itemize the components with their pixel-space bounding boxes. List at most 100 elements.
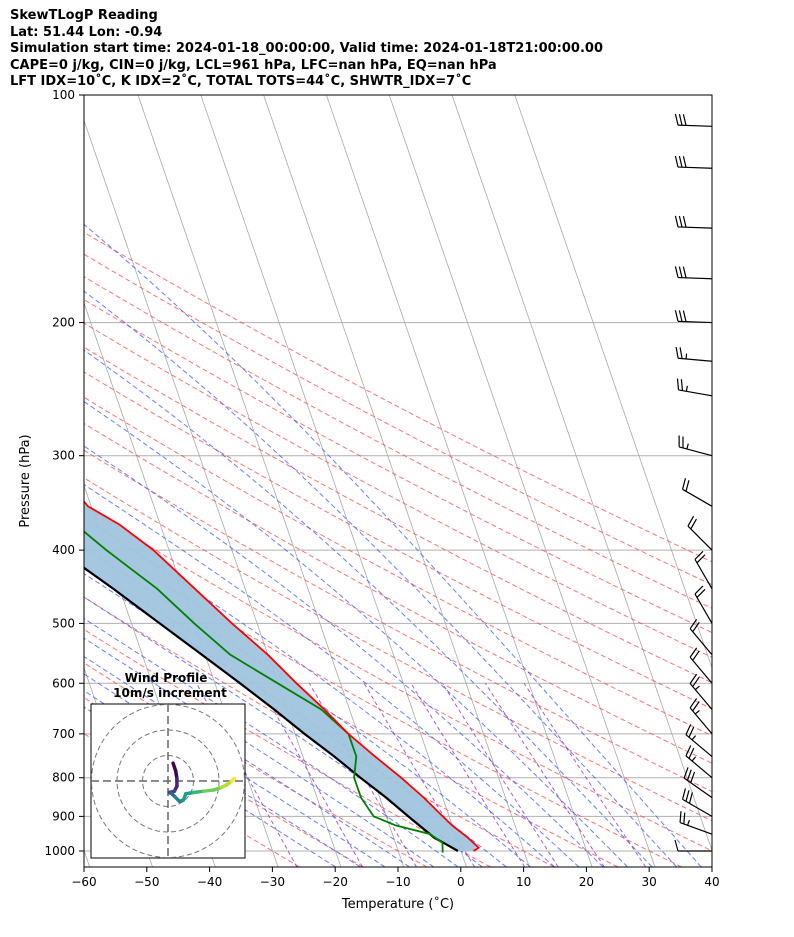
time-line: Simulation start time: 2024-01-18_00:00:… <box>10 41 603 56</box>
barb-feather <box>690 518 697 530</box>
wind-barb-550 <box>689 618 713 656</box>
barb-feather <box>685 745 692 757</box>
dry-adiabat-50 <box>84 477 712 822</box>
isotherm-30 <box>388 95 656 867</box>
x-tick-label-10: 10 <box>516 875 531 889</box>
barb-half-feather <box>686 443 689 450</box>
cin-shaded-area <box>84 501 479 851</box>
y-tick-label-600: 600 <box>52 676 75 690</box>
barb-half-feather <box>687 819 691 826</box>
barb-staff <box>689 656 713 684</box>
barb-feather <box>688 726 695 738</box>
barb-feather <box>675 346 679 359</box>
y-tick-label-900: 900 <box>52 809 75 823</box>
moist-adiabat-36 <box>84 223 702 867</box>
hodograph-inset: Wind Profile 10m/s increment <box>90 671 246 859</box>
barb-feather <box>685 724 692 735</box>
barb-feather <box>687 515 695 527</box>
moist-adiabat-16 <box>84 483 580 867</box>
barb-feather <box>681 788 687 800</box>
moist-adiabat--20 <box>84 690 361 867</box>
barb-feather <box>678 114 683 126</box>
temperature-line <box>84 500 481 852</box>
moist-adiabat--24 <box>84 706 336 867</box>
barb-feather <box>678 310 683 322</box>
barb-feather <box>680 379 684 391</box>
x-tick-label--30: −30 <box>260 875 285 889</box>
barb-feather <box>694 585 704 595</box>
moist-adiabat-32 <box>84 290 678 867</box>
barb-staff <box>694 593 713 624</box>
dry-adiabat-120 <box>84 299 712 634</box>
dry-adiabat-150 <box>84 231 712 563</box>
moist-adiabat-4 <box>84 573 507 867</box>
barb-feather <box>692 650 700 661</box>
cape-fill-layer <box>84 501 479 851</box>
wind-barb-125 <box>674 155 713 169</box>
y-axis-label: Pressure (hPa) <box>18 434 33 527</box>
wind-barb-950 <box>679 811 713 835</box>
moist-adiabat--8 <box>84 637 435 867</box>
barb-half-feather <box>694 685 700 691</box>
wind-barb-175 <box>674 266 713 280</box>
barb-staff <box>683 777 713 799</box>
barb-staff <box>679 821 713 835</box>
dry-adiabat-70 <box>84 422 712 764</box>
barb-staff <box>678 357 713 362</box>
mixing-ratio-10 <box>441 683 559 867</box>
barb-feather <box>689 673 698 684</box>
isotherm-0 <box>200 95 467 867</box>
x-tick-label--40: −40 <box>197 875 222 889</box>
dry-adiabat-40 <box>84 505 712 852</box>
moist-adiabat--4 <box>84 617 459 867</box>
parcel-path-line <box>84 566 459 852</box>
barb-feather <box>679 811 682 823</box>
moist-adiabat--12 <box>84 655 410 867</box>
dry-adiabat-80 <box>84 396 712 737</box>
wind-barb-700 <box>689 698 713 735</box>
x-tick-label--20: −20 <box>323 875 348 889</box>
dry-adiabat-0 <box>84 628 491 867</box>
wind-barb-450 <box>694 550 713 590</box>
moist-adiabat--16 <box>84 673 386 867</box>
barb-feather <box>689 618 698 629</box>
barb-staff <box>687 525 713 551</box>
profile-layer <box>84 500 481 853</box>
wind-barb-200 <box>674 310 713 324</box>
barb-feather <box>692 676 700 687</box>
moist-adiabat-20 <box>84 445 604 867</box>
wind-barb-250 <box>676 378 713 397</box>
barb-feather <box>682 310 687 322</box>
index-line: LFT IDX=10˚C, K IDX=2˚C, TOTAL TOTS=44˚C… <box>10 74 472 89</box>
barb-feather <box>674 113 679 126</box>
wind-barb-400 <box>687 515 713 551</box>
barb-staff <box>685 755 713 779</box>
barb-staff <box>689 707 713 735</box>
barb-feather <box>674 839 679 852</box>
barb-staff <box>685 734 713 757</box>
hodo-ring-30 <box>91 704 245 858</box>
dry-adiabat-60 <box>84 449 712 793</box>
moist-adiabat-24 <box>84 400 628 867</box>
barb-feather <box>686 769 692 781</box>
x-tick-label--10: −10 <box>385 875 410 889</box>
dry-adiabat-90 <box>84 371 712 710</box>
y-tick-label-100: 100 <box>52 88 75 102</box>
wind-barb-150 <box>674 215 713 229</box>
barb-staff <box>682 488 713 507</box>
barb-staff <box>689 628 713 656</box>
background-grid <box>84 95 712 867</box>
wind-barb-600 <box>689 647 713 684</box>
barb-feather <box>696 588 706 598</box>
x-tick-label-40: 40 <box>704 875 719 889</box>
y-tick-label-700: 700 <box>52 727 75 741</box>
mixing-ratio-1 <box>258 683 364 867</box>
wind-barb-225 <box>675 346 713 362</box>
cape-line: CAPE=0 j/kg, CIN=0 j/kg, LCL=961 hPa, LF… <box>10 57 497 73</box>
barb-staff <box>678 389 713 397</box>
moist-adiabat-28 <box>84 349 653 867</box>
wind-barb-650 <box>689 673 713 710</box>
isotherm-50 <box>514 95 712 670</box>
x-tick-label--50: −50 <box>134 875 159 889</box>
